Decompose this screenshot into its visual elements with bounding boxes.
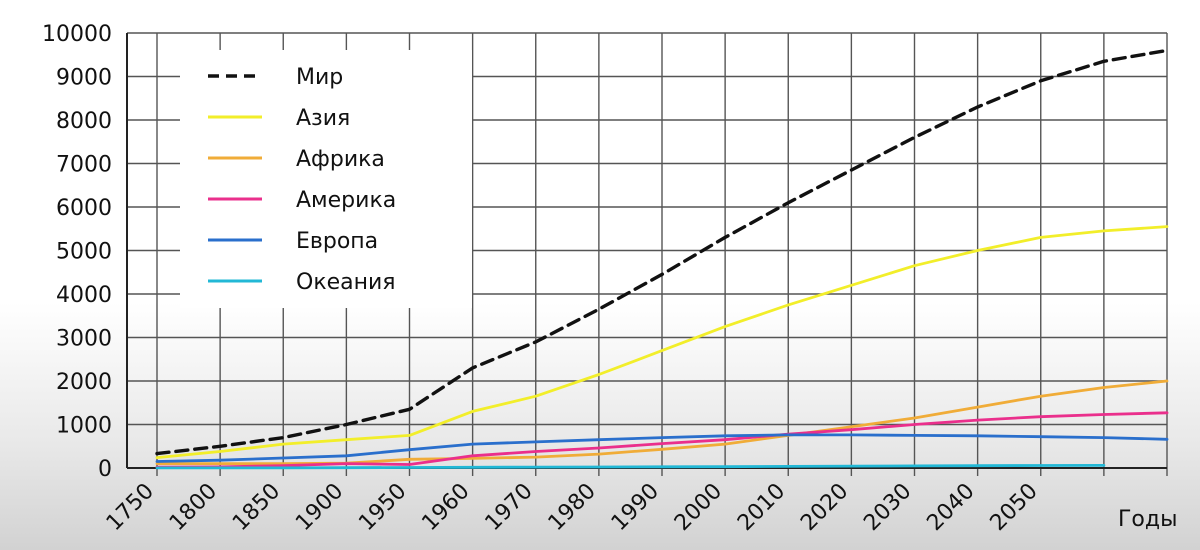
series-line: [155, 433, 1169, 463]
y-tick-label: 9000: [56, 66, 112, 91]
x-tick-label: 2030: [859, 479, 916, 536]
legend-label: Америка: [296, 188, 396, 213]
legend-label: Азия: [296, 106, 350, 131]
x-tick-label: 1980: [544, 479, 601, 536]
y-tick-label: 7000: [56, 153, 112, 178]
legend-box: [180, 50, 472, 308]
legend-label: Африка: [296, 147, 385, 172]
y-tick-label: 6000: [56, 196, 112, 221]
x-tick-label: 1750: [102, 479, 159, 536]
y-tick-label: 10000: [42, 22, 112, 47]
series-line: [155, 463, 1106, 470]
y-tick-label: 0: [98, 457, 112, 482]
legend-label: Мир: [296, 65, 343, 90]
legend: Мир Азия Африка Америка Европа Океания: [180, 50, 472, 308]
series-line: [155, 225, 1169, 460]
legend-label: Океания: [296, 270, 396, 295]
x-axis-label: Годы: [1118, 507, 1177, 532]
x-tick-label: 2040: [922, 479, 979, 536]
x-tick-label: 1900: [291, 479, 348, 536]
x-tick-label: 2000: [670, 479, 727, 536]
series-line: [155, 411, 1169, 469]
series-lines: [155, 48, 1169, 470]
y-tick-label: 8000: [56, 109, 112, 134]
x-tick-label: 1850: [228, 479, 285, 536]
x-tick-label: 1960: [417, 479, 474, 536]
y-tick-label: 1000: [56, 414, 112, 439]
x-tick-label: 2050: [986, 479, 1043, 536]
y-tick-label: 3000: [56, 327, 112, 352]
x-tick-label: 2020: [796, 479, 853, 536]
x-tick-label: 1970: [481, 479, 538, 536]
y-tick-label: 4000: [56, 283, 112, 308]
x-tick-label: 1990: [607, 479, 664, 536]
x-tick-label: 1950: [354, 479, 411, 536]
x-tick-label: 1800: [165, 479, 222, 536]
series-line: [155, 48, 1169, 456]
y-tick-label: 2000: [56, 370, 112, 395]
legend-label: Европа: [296, 229, 378, 254]
x-tick-label: 2010: [733, 479, 790, 536]
y-tick-label: 5000: [56, 240, 112, 265]
